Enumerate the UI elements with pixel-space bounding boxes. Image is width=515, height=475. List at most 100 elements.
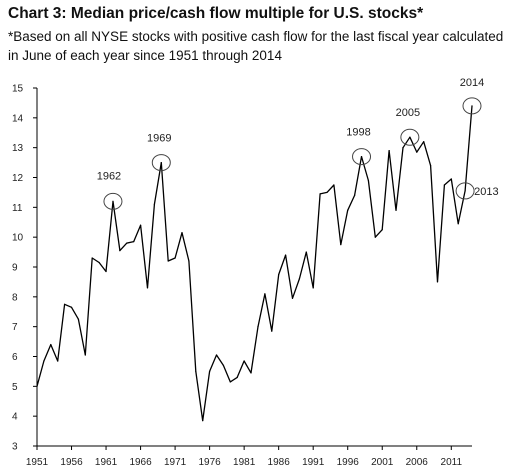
data-point [188, 260, 190, 262]
y-tick-label: 11 [12, 203, 23, 214]
annotation-label: 2014 [460, 77, 484, 89]
annotation-circle [455, 182, 475, 200]
x-tick-label: 1966 [129, 457, 152, 468]
data-point [70, 306, 73, 308]
data-point [305, 251, 307, 253]
data-point [64, 303, 66, 305]
data-point [360, 156, 363, 158]
y-tick-label: 6 [12, 352, 18, 363]
data-point [181, 232, 183, 234]
annotation-circle [352, 148, 372, 166]
data-point [153, 203, 155, 205]
data-point [436, 281, 439, 283]
data-point [367, 179, 370, 182]
data-point [457, 223, 459, 225]
data-point [119, 249, 121, 252]
data-point [429, 164, 432, 167]
data-point [126, 242, 128, 244]
data-point [236, 376, 238, 378]
data-point [381, 229, 383, 231]
data-point [284, 254, 287, 256]
data-point [333, 184, 335, 186]
annotation-circle [151, 154, 171, 172]
data-point [215, 354, 218, 356]
x-tick-label: 1971 [164, 457, 187, 468]
data-point [229, 381, 231, 383]
annotation-label: 1998 [346, 127, 370, 139]
x-tick-label: 1956 [60, 457, 83, 468]
chart-subtitle: *Based on all NYSE stocks with positive … [8, 29, 504, 63]
y-tick-label: 15 [12, 84, 24, 95]
annotation-label: 2013 [474, 186, 498, 198]
data-point [160, 161, 162, 164]
data-point [222, 364, 225, 367]
x-tick-label: 1996 [337, 457, 360, 468]
data-point [57, 360, 59, 362]
data-point [174, 257, 176, 259]
data-point [464, 190, 466, 192]
y-tick-label: 9 [12, 263, 18, 274]
y-tick-label: 4 [12, 412, 18, 423]
data-point [84, 354, 86, 356]
data-point [112, 200, 114, 202]
x-tick-label: 1986 [268, 457, 291, 468]
annotation-circle [462, 97, 482, 115]
annotation-label: 2005 [396, 107, 420, 119]
series-line [36, 105, 473, 422]
data-point [423, 141, 425, 143]
data-point [319, 193, 321, 195]
data-point [209, 370, 211, 373]
data-point [139, 224, 142, 226]
data-point [416, 151, 418, 153]
data-point [471, 105, 473, 107]
annotation-label: 1969 [147, 133, 171, 145]
x-tick-label: 2001 [371, 457, 394, 468]
data-point [271, 330, 273, 332]
y-tick-label: 5 [12, 382, 18, 393]
data-point [77, 318, 80, 320]
data-point [195, 370, 197, 373]
y-tick-label: 10 [12, 233, 24, 244]
data-point [243, 360, 245, 362]
data-point [257, 326, 259, 328]
x-tick-label: 2006 [406, 457, 429, 468]
x-tick-label: 1981 [233, 457, 256, 468]
data-point [98, 261, 100, 264]
chart-title: Chart 3: Median price/cash flow multiple… [8, 5, 424, 22]
data-point [167, 260, 169, 262]
data-point [388, 150, 390, 152]
data-point [409, 136, 411, 138]
data-point [395, 209, 397, 211]
y-tick-label: 3 [12, 442, 18, 453]
y-tick-label: 14 [12, 113, 24, 124]
data-point [450, 178, 452, 180]
y-tick-label: 12 [12, 173, 24, 184]
data-point [291, 297, 294, 299]
data-point [402, 147, 404, 149]
data-point [250, 372, 252, 374]
data-point [36, 385, 38, 387]
annotation-circle [400, 128, 420, 146]
data-point [354, 194, 356, 196]
data-point [50, 343, 52, 346]
data-point [374, 236, 376, 238]
annotation-label: 1962 [97, 170, 121, 182]
x-tick-label: 1951 [26, 457, 49, 468]
data-point [312, 287, 314, 289]
data-point [298, 278, 300, 280]
data-point [443, 184, 445, 186]
data-point [264, 293, 266, 295]
data-point [347, 209, 349, 211]
annotation-circle [103, 192, 123, 210]
data-point [43, 360, 45, 362]
data-point [278, 273, 280, 276]
data-point [202, 420, 204, 422]
data-point [105, 270, 107, 273]
x-tick-label: 1991 [302, 457, 325, 468]
data-point [340, 244, 342, 246]
data-point [326, 191, 328, 194]
y-tick-label: 7 [12, 322, 18, 333]
y-tick-label: 13 [12, 143, 24, 154]
data-point [91, 257, 93, 259]
